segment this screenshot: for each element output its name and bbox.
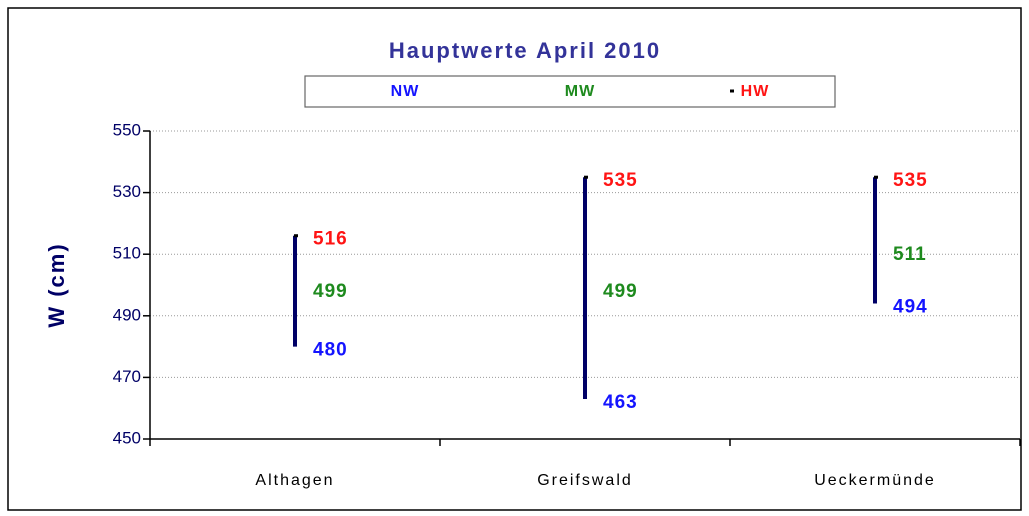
data-label: 463 (603, 392, 638, 413)
legend-box (304, 75, 836, 108)
data-label: 494 (893, 296, 928, 317)
data-label: 480 (313, 340, 348, 361)
data-label: 511 (893, 244, 927, 265)
y-tick-label: 550 (113, 120, 141, 139)
y-axis-label: W (cm) (44, 242, 69, 327)
x-tick-label: Ueckermünde (814, 472, 936, 489)
legend-label: HW (741, 83, 770, 100)
chart-title: Hauptwerte April 2010 (389, 38, 661, 63)
y-tick-label: 510 (113, 244, 141, 263)
data-label: 535 (603, 170, 638, 191)
data-label: 499 (603, 281, 638, 302)
data-label: 535 (893, 170, 928, 191)
data-label: 499 (313, 281, 348, 302)
legend-label: MW (565, 83, 595, 100)
y-tick-label: 470 (113, 367, 141, 386)
data-label: 516 (313, 229, 348, 250)
x-tick-label: Greifswald (537, 472, 633, 489)
legend-label: NW (391, 83, 420, 100)
y-tick-label: 490 (113, 305, 141, 324)
y-tick-label: 530 (113, 182, 141, 201)
x-tick-label: Althagen (255, 472, 334, 489)
y-tick-label: 450 (113, 428, 141, 447)
